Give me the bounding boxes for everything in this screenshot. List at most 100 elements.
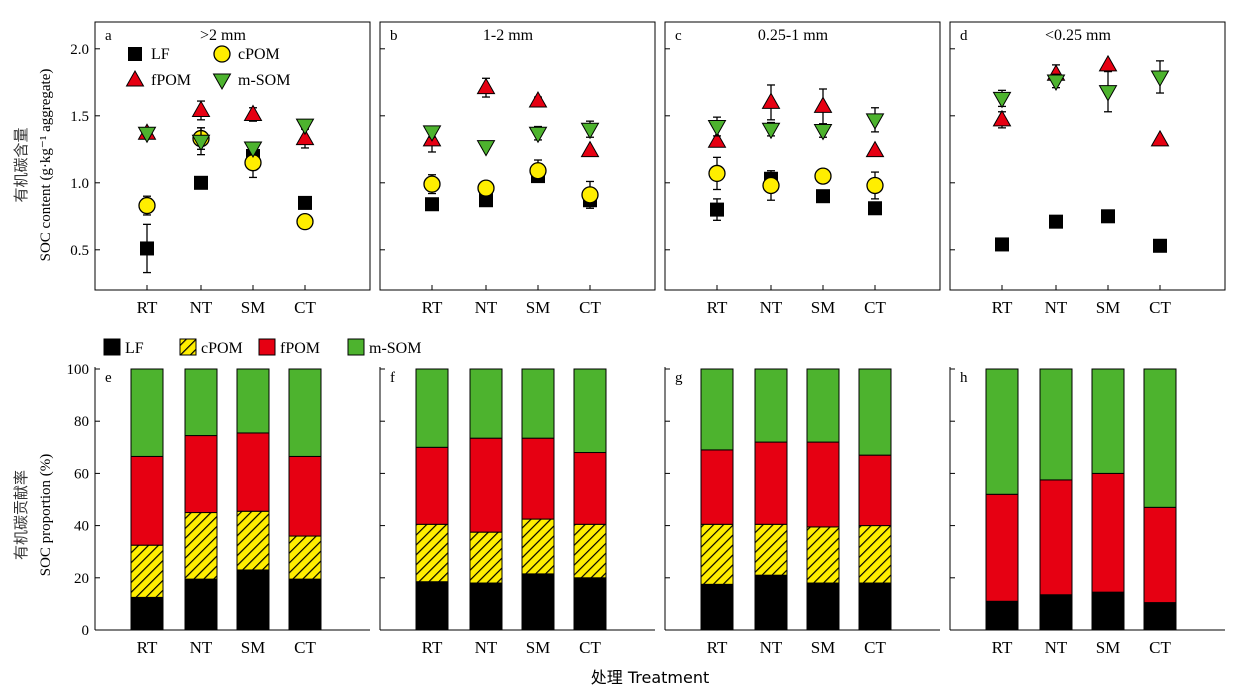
bar-segment-fpom: [184, 435, 218, 514]
bar-panel-e: 0 20 40 60 80 100 RT NT SM CT e: [67, 362, 370, 657]
point-m-som: [243, 141, 263, 158]
bar-segment-lf: [1039, 594, 1073, 631]
point-m-som: [580, 122, 600, 140]
x-tick-label: CT: [579, 298, 601, 317]
legend-marker-cpom: [213, 45, 231, 63]
y-tick-label: 2.0: [70, 42, 89, 58]
x-tick-label: SM: [811, 298, 836, 317]
bar-segment-fpom: [1039, 479, 1073, 596]
bar-segment-cpom: [469, 531, 503, 584]
x-tick-label: CT: [294, 298, 316, 317]
panel-title: <0.25 mm: [1045, 27, 1111, 44]
x-tick-label: RT: [422, 638, 443, 657]
x-tick-label: NT: [760, 638, 783, 657]
panel-label: e: [105, 370, 112, 386]
bar-segment-m-som: [288, 368, 322, 457]
point-lf: [140, 241, 154, 256]
point-m-som: [992, 91, 1012, 109]
bar-segment-cpom: [521, 518, 555, 575]
bar-segment-m-som: [415, 368, 449, 448]
bar-segment-m-som: [573, 368, 607, 454]
bar-segment-cpom: [236, 510, 270, 571]
bar-segment-lf: [858, 582, 892, 631]
point-m-som: [1098, 85, 1118, 102]
point-lf: [1101, 209, 1115, 224]
legend-swatch-m-som: [347, 338, 365, 356]
point-cpom: [814, 167, 832, 185]
legend-swatch-cpom: [179, 338, 197, 356]
point-fpom: [476, 77, 496, 95]
bar-segment-fpom: [1091, 472, 1125, 593]
point-m-som: [707, 120, 727, 137]
y-tick-label: 40: [74, 519, 89, 535]
y-tick-label: 0: [82, 623, 90, 639]
bar-segment-m-som: [1143, 368, 1177, 508]
scatter-panels: 0.5 1.0 1.5 2.0 RT NT SM CT a >2 mm RT NT SM CT b 1-2 m…: [70, 21, 1226, 317]
point-fpom: [992, 109, 1012, 127]
legend-label: LF: [125, 340, 144, 357]
point-m-som: [191, 134, 211, 152]
bar-segment-fpom: [288, 455, 322, 537]
bar-segment-lf: [469, 582, 503, 631]
x-tick-label: RT: [992, 298, 1013, 317]
panel-label: b: [390, 28, 398, 44]
bar-segment-cpom: [858, 525, 892, 584]
bar-legend: LF cPOM fPOM m-SOM: [103, 338, 421, 357]
legend-label: m-SOM: [238, 72, 290, 89]
bottom-y-label-cn: 有机碳贡献率: [12, 470, 30, 560]
point-cpom: [866, 176, 884, 195]
bar-segment-cpom: [806, 526, 840, 584]
x-tick-label: SM: [1096, 298, 1121, 317]
bar-segment-cpom: [415, 523, 449, 583]
panel-frame: [664, 21, 941, 291]
x-tick-label: CT: [579, 638, 601, 657]
bar-segment-lf: [521, 573, 555, 631]
point-fpom: [813, 96, 833, 113]
point-m-som: [476, 140, 496, 157]
point-fpom: [191, 100, 211, 117]
point-m-som: [295, 118, 315, 136]
bar-segment-fpom: [573, 452, 607, 525]
legend-marker-fpom: [125, 69, 145, 87]
panel-title: 1-2 mm: [483, 27, 534, 44]
panel-label: d: [960, 28, 968, 44]
x-tick-label: RT: [422, 298, 443, 317]
x-tick-label: SM: [241, 638, 266, 657]
bar-segment-lf: [236, 569, 270, 631]
bar-segment-m-som: [1091, 368, 1125, 474]
point-cpom: [762, 176, 780, 195]
point-m-som: [137, 126, 157, 144]
bar-segment-m-som: [985, 368, 1019, 495]
point-fpom: [1150, 129, 1170, 147]
panel-label: c: [675, 28, 682, 44]
top-y-label-cn: 有机碳含量: [12, 127, 30, 202]
bar-segment-fpom: [236, 432, 270, 512]
legend-swatch-lf: [103, 338, 121, 356]
bar-panel-g: RT NT SM CT g: [664, 367, 940, 657]
point-fpom: [580, 140, 600, 158]
point-lf: [425, 197, 439, 212]
x-tick-label: NT: [475, 298, 498, 317]
point-lf: [710, 202, 724, 217]
bar-segment-m-som: [806, 368, 840, 443]
x-tick-label: RT: [137, 298, 158, 317]
point-m-som: [1150, 70, 1170, 87]
y-tick-label: 100: [67, 362, 90, 378]
scatter-panel-c: RT NT SM CT c 0.25-1 mm: [664, 21, 941, 317]
x-tick-label: SM: [811, 638, 836, 657]
bar-segment-cpom: [130, 544, 164, 598]
bar-segment-fpom: [858, 454, 892, 527]
bar-panel-h: RT NT SM CT h: [949, 367, 1225, 657]
point-m-som: [813, 124, 833, 141]
legend-swatch-fpom: [258, 338, 276, 356]
point-lf: [194, 175, 208, 190]
panel-frame: [94, 21, 371, 291]
bar-segment-lf: [754, 574, 788, 631]
bar-segment-lf: [1143, 602, 1177, 631]
x-tick-label: CT: [864, 638, 886, 657]
point-fpom: [528, 91, 548, 108]
point-lf: [298, 195, 312, 210]
point-lf: [995, 237, 1009, 252]
bar-segment-lf: [415, 581, 449, 631]
